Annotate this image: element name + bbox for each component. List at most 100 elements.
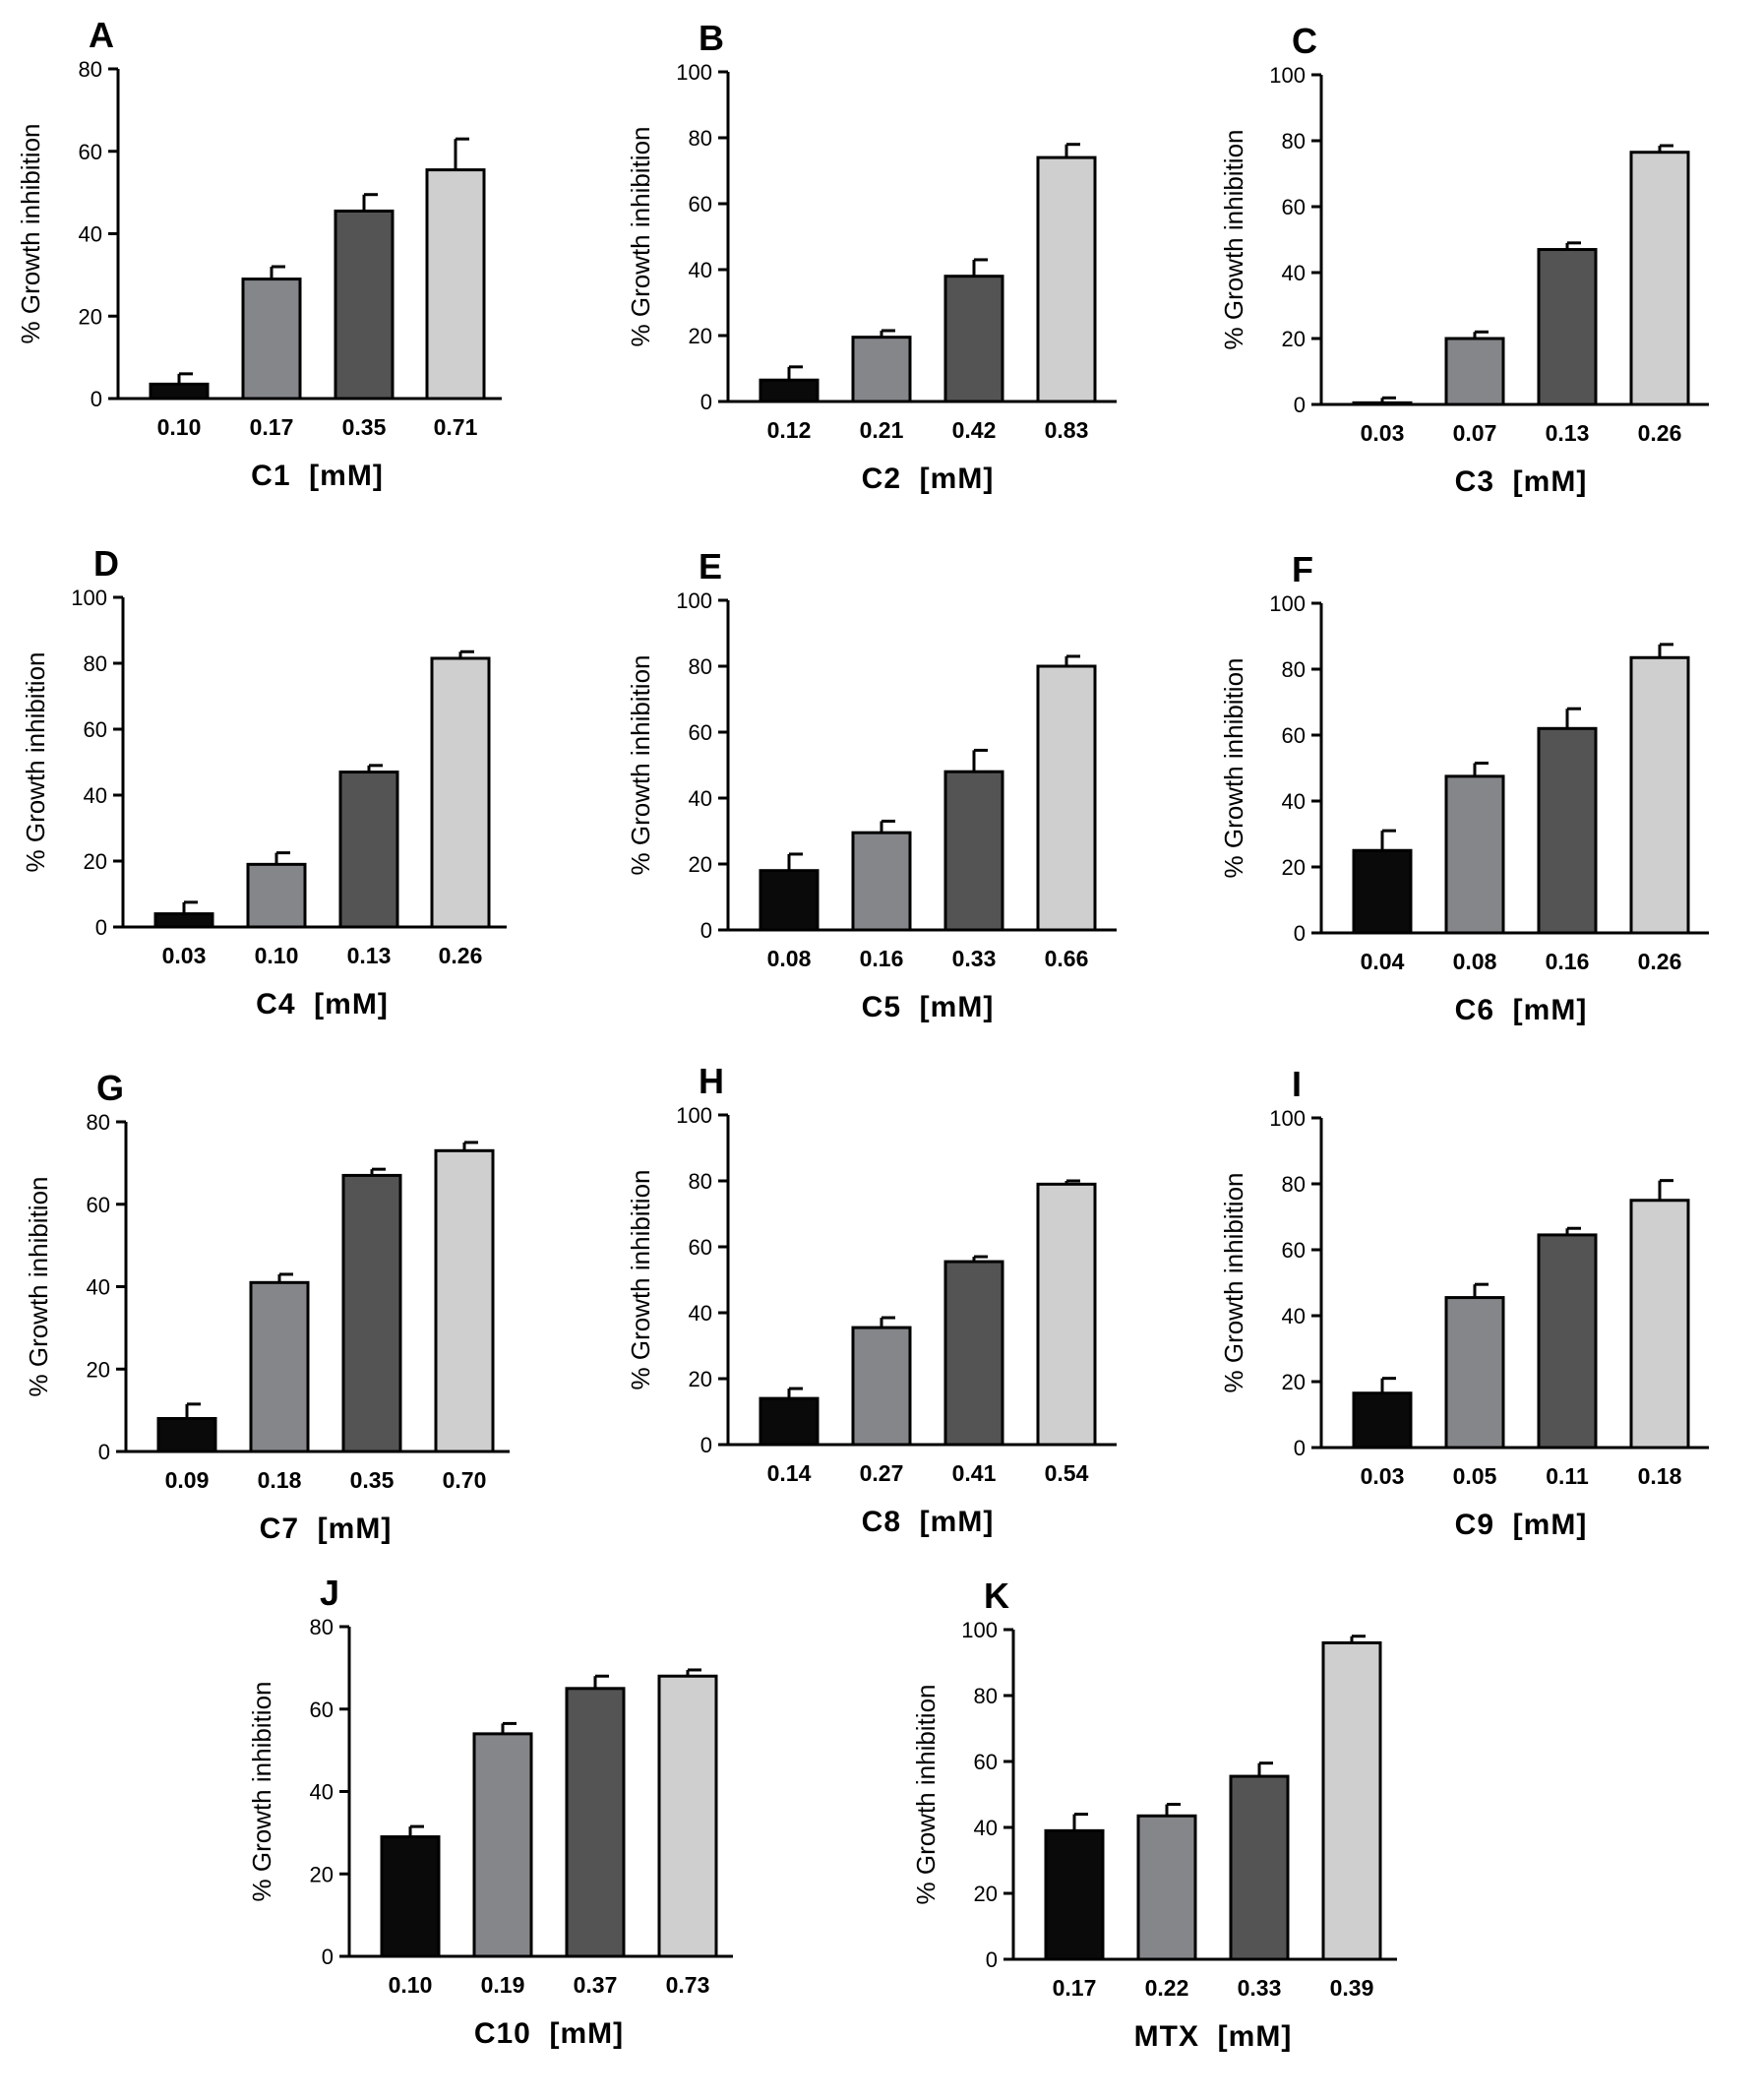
y-tick-label: 60	[84, 717, 107, 742]
x-tick-label: 0.26	[1638, 420, 1682, 446]
y-tick-label: 0	[1294, 1436, 1306, 1460]
y-tick-label: 60	[1282, 195, 1306, 219]
bar-0.54	[1036, 1182, 1097, 1447]
panel-letter: E	[699, 546, 722, 587]
x-axis-title: C1 [mM]	[251, 460, 384, 492]
bar-0.17	[241, 278, 302, 401]
x-tick-label: 0.22	[1145, 1975, 1189, 2001]
panel-b: B 0 20 40 60 80 100 % Growth inhibition 0.12 0.21…	[626, 18, 1117, 495]
x-axis-title: C3 [mM]	[1455, 465, 1588, 498]
y-tick-label: 100	[676, 60, 712, 85]
x-tick-label: 0.10	[255, 943, 299, 968]
y-tick-label: 80	[310, 1615, 334, 1639]
y-tick-label: 80	[689, 1169, 712, 1194]
y-tick-label: 40	[79, 222, 102, 247]
panel-d: D 0 20 40 60 80 100 % Growth inhibition 0.03 0.10…	[21, 543, 507, 1020]
bar-0.16	[1537, 726, 1598, 935]
bar-0.70	[434, 1148, 495, 1453]
panel-letter: I	[1292, 1064, 1302, 1104]
bar-0.19	[472, 1732, 533, 1958]
bar-0.26	[1629, 655, 1690, 935]
y-tick-label: 60	[79, 140, 102, 164]
y-tick-label: 20	[689, 324, 712, 348]
y-tick-label: 20	[1282, 1370, 1306, 1394]
panel-letter: F	[1292, 549, 1313, 589]
y-tick-label: 40	[1282, 1304, 1306, 1328]
x-tick-label: 0.83	[1045, 417, 1089, 443]
panel-e: E 0 20 40 60 80 100 % Growth inhibition 0.08 0.16…	[626, 546, 1117, 1023]
bar-0.33	[1229, 1774, 1290, 1961]
bar-0.08	[759, 869, 820, 932]
bar-0.08	[1444, 774, 1505, 935]
x-axis-title: C4 [mM]	[256, 988, 389, 1020]
y-tick-label: 40	[689, 1301, 712, 1326]
bar-0.11	[1537, 1233, 1598, 1450]
panel-f: F 0 20 40 60 80 100 % Growth inhibition 0.04 0.08…	[1219, 549, 1709, 1026]
panel-g: G 0 20 40 60 80 % Growth inhibition 0.09 0.18 0.3…	[24, 1068, 510, 1545]
x-tick-label: 0.54	[1045, 1460, 1089, 1486]
y-axis-title: % Growth inhibition	[626, 127, 655, 347]
y-tick-label: 80	[84, 651, 107, 676]
bar-0.13	[1537, 248, 1598, 406]
y-tick-label: 60	[689, 1235, 712, 1260]
bar-0.03	[1352, 1391, 1413, 1450]
y-axis-title: % Growth inhibition	[1219, 1173, 1248, 1393]
bar-0.05	[1444, 1296, 1505, 1450]
bar-0.42	[943, 275, 1004, 403]
y-tick-label: 60	[310, 1698, 334, 1722]
y-axis-title: % Growth inhibition	[1219, 130, 1248, 350]
bar-0.71	[425, 168, 486, 401]
bar-0.17	[1044, 1828, 1105, 1961]
x-tick-label: 0.13	[347, 943, 392, 968]
x-axis-title: C7 [mM]	[260, 1513, 393, 1545]
y-tick-label: 100	[1269, 1106, 1306, 1131]
bar-0.39	[1321, 1640, 1382, 1961]
bar-0.83	[1036, 155, 1097, 403]
bar-0.26	[430, 656, 491, 929]
y-tick-label: 0	[986, 1947, 998, 1972]
x-tick-label: 0.70	[443, 1467, 487, 1493]
x-axis-title: C6 [mM]	[1455, 994, 1588, 1026]
panel-a: A 0 20 40 60 80 % Growth inhibition 0.10 0.17 0.3…	[16, 15, 502, 492]
bar-0.41	[943, 1260, 1004, 1447]
y-tick-label: 0	[95, 915, 107, 940]
y-tick-label: 40	[87, 1275, 110, 1300]
x-tick-label: 0.03	[1361, 420, 1405, 446]
y-tick-label: 60	[1282, 1238, 1306, 1263]
y-tick-label: 80	[1282, 129, 1306, 154]
bar-0.35	[334, 209, 395, 401]
y-tick-label: 60	[87, 1193, 110, 1217]
x-tick-label: 0.05	[1453, 1463, 1497, 1489]
y-tick-label: 80	[1282, 1172, 1306, 1197]
y-tick-label: 0	[98, 1440, 110, 1464]
y-tick-label: 80	[689, 654, 712, 679]
x-tick-label: 0.03	[1361, 1463, 1405, 1489]
y-tick-label: 80	[689, 126, 712, 151]
x-tick-label: 0.12	[767, 417, 812, 443]
y-tick-label: 0	[700, 1433, 712, 1457]
panel-i: I 0 20 40 60 80 100 % Growth inhibition 0.03 0.05…	[1219, 1064, 1709, 1541]
y-tick-label: 60	[689, 192, 712, 216]
bar-0.22	[1136, 1814, 1197, 1961]
y-axis-title: % Growth inhibition	[16, 124, 45, 344]
y-axis-title: % Growth inhibition	[247, 1682, 276, 1902]
bar-0.10	[380, 1835, 441, 1958]
y-tick-label: 40	[310, 1780, 334, 1805]
x-tick-label: 0.08	[767, 946, 812, 971]
bar-0.21	[851, 336, 912, 403]
bar-0.16	[851, 831, 912, 932]
y-tick-label: 20	[79, 304, 102, 329]
panel-letter: G	[96, 1068, 124, 1108]
x-axis-title: MTX [mM]	[1134, 2020, 1293, 2053]
bar-0.73	[657, 1674, 718, 1958]
x-tick-label: 0.14	[767, 1460, 812, 1486]
y-tick-label: 0	[322, 1945, 334, 1969]
panel-letter: D	[93, 543, 119, 584]
y-axis-title: % Growth inhibition	[24, 1177, 53, 1397]
x-tick-label: 0.73	[666, 1972, 710, 1998]
panel-k: K 0 20 40 60 80 100 % Growth inhibition 0.17 0.22…	[911, 1575, 1397, 2053]
panel-j: J 0 20 40 60 80 % Growth inhibition 0.10 0.19 0.3…	[247, 1573, 733, 2050]
bar-0.37	[565, 1687, 626, 1958]
bar-0.04	[1352, 848, 1413, 935]
